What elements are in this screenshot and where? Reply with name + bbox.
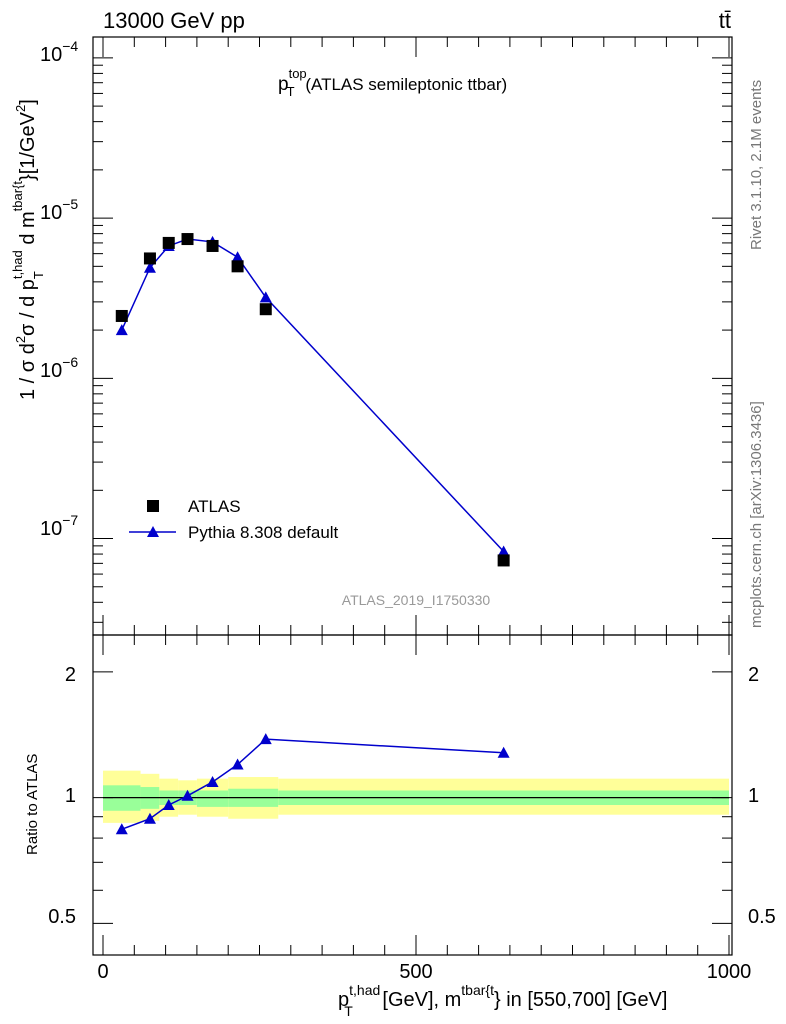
mcplots-label: mcplots.cern.ch [arXiv:1306.3436] (748, 401, 765, 628)
legend-data-label: ATLAS (188, 497, 241, 516)
ratio-mc-point (231, 758, 244, 770)
data-point (115, 309, 128, 322)
mc-point (115, 324, 128, 336)
data-point (162, 236, 175, 249)
x-axis-label: pt,had T [GeV], mtbar{t} in [550,700] [Ge… (338, 982, 667, 1019)
ratio-mc-point (181, 789, 194, 801)
legend-data-marker (147, 500, 159, 512)
energy-label: 13000 GeV pp (103, 8, 245, 33)
ratio-mc-point (206, 775, 219, 787)
xtick-label-1000: 1000 (707, 961, 752, 983)
ratio-panel: 0.5 1 2 0.5 1 2 Ratio to ATLAS (24, 634, 776, 956)
ytick-label-1e-7: 10−7 (40, 512, 78, 540)
ratio-mc-point (143, 812, 156, 824)
ratio-mc-point (115, 823, 128, 835)
main-frame (92, 36, 733, 636)
ratio-ytick-2-left: 2 (65, 664, 76, 686)
ytick-label-1e-6: 10−6 (40, 354, 78, 382)
band-inner (196, 790, 229, 807)
rivet-label: Rivet 3.1.10, 2.1M events (748, 80, 765, 250)
main-axis-ticks (93, 37, 732, 635)
ratio-ytick-0-5-left: 0.5 (48, 906, 76, 928)
data-series (115, 233, 510, 567)
ratio-mc-point (259, 733, 272, 745)
ratio-y-axis-label: Ratio to ATLAS (24, 754, 41, 855)
ratio-mc-point (162, 799, 175, 811)
mc-point (231, 251, 244, 263)
ratio-frame (92, 634, 733, 956)
ratio-ytick-0-5-right: 0.5 (748, 906, 776, 928)
analysis-watermark: ATLAS_2019_I1750330 (342, 592, 491, 608)
mc-series (115, 233, 510, 557)
data-point (206, 239, 219, 252)
ratio-uncertainty-bands (103, 770, 729, 823)
ratio-ytick-2-right: 2 (748, 664, 759, 686)
ratio-mc-series (115, 733, 510, 835)
ratio-y-tick-labels: 0.5 1 2 0.5 1 2 (48, 664, 776, 928)
plot-title: ptop T (ATLAS semileptonic ttbar) (278, 66, 507, 99)
xtick-label-0: 0 (97, 961, 108, 983)
data-point (143, 252, 156, 265)
legend: ATLAS Pythia 8.308 default (129, 497, 339, 542)
main-y-axis-label: 1 / σ d2σ / d pTt,had d mtbar{t}[1/GeV2] (10, 99, 46, 400)
main-panel: 10−7 10−6 10−5 10−4 ptop T (ATLAS semilep… (10, 36, 733, 636)
legend-mc-label: Pythia 8.308 default (188, 523, 339, 542)
ratio-ytick-1-left: 1 (65, 785, 76, 807)
ytick-label-1e-5: 10−5 (40, 196, 78, 224)
process-label: tt̄ (719, 8, 731, 33)
ratio-axis-ticks (93, 635, 732, 955)
ytick-label-1e-4: 10−4 (40, 38, 78, 66)
xtick-label-500: 500 (399, 961, 432, 983)
main-y-tick-labels: 10−7 10−6 10−5 10−4 (40, 38, 78, 540)
data-point (259, 303, 272, 316)
ratio-ytick-1-right: 1 (748, 785, 759, 807)
mc-point (143, 261, 156, 273)
data-point (181, 233, 194, 246)
data-point (231, 260, 244, 273)
mc-point (497, 545, 510, 557)
ratio-mc-point (497, 746, 510, 758)
mc-point (259, 291, 272, 303)
x-tick-labels: 0 500 1000 (97, 961, 751, 983)
mc-line (121, 238, 505, 553)
legend-mc-marker (147, 526, 159, 537)
data-point (497, 554, 510, 567)
